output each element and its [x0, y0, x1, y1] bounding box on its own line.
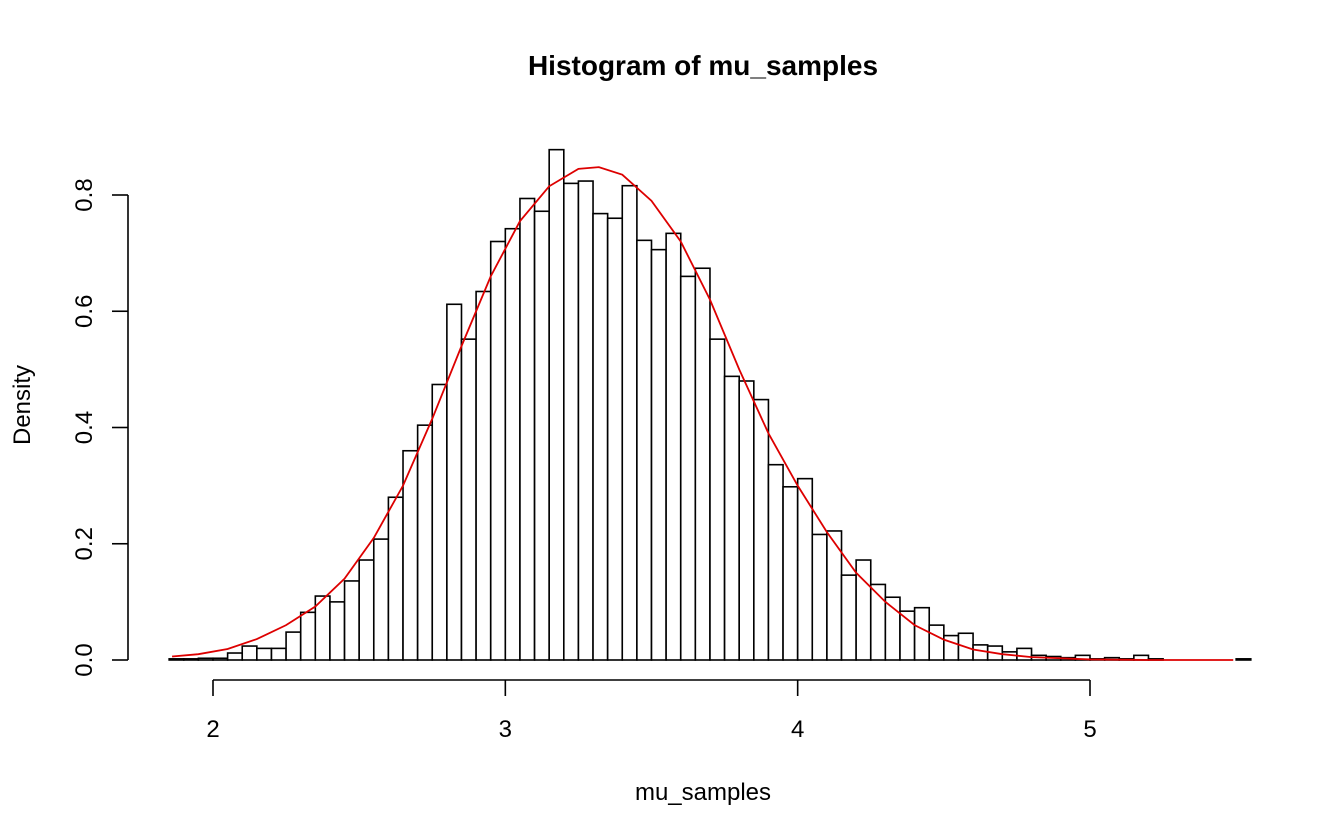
histogram-bar	[168, 658, 185, 661]
histogram-bar	[621, 184, 638, 661]
histogram-bar	[431, 383, 448, 661]
histogram-bar	[285, 631, 302, 661]
histogram-bar	[226, 652, 244, 661]
histogram-bar	[1235, 658, 1252, 661]
histogram-bar	[212, 657, 229, 661]
histogram-bars	[168, 148, 1252, 661]
x-tick-label: 2	[206, 716, 219, 743]
x-tick-label: 5	[1083, 716, 1096, 743]
histogram-bar	[840, 574, 857, 661]
chart-title: Histogram of mu_samples	[528, 50, 878, 81]
histogram-bar	[446, 303, 463, 661]
histogram-bar	[358, 559, 375, 661]
histogram-bar	[782, 485, 799, 661]
y-tick-label: 0.0	[71, 643, 98, 676]
histogram-bar	[577, 180, 594, 661]
histogram-bar	[489, 240, 507, 661]
histogram-bar	[753, 398, 770, 661]
y-tick-label: 0.2	[71, 527, 98, 560]
histogram-bar	[636, 239, 653, 661]
histogram-bar	[256, 647, 273, 661]
histogram-bar	[928, 624, 945, 661]
histogram-bar	[972, 644, 989, 661]
y-tick-label: 0.4	[71, 411, 98, 444]
x-axis: 2 3 4 5	[206, 679, 1097, 743]
histogram-bar	[504, 227, 521, 661]
histogram-bar	[197, 657, 214, 661]
histogram-bar	[475, 290, 492, 661]
histogram-bar	[460, 338, 477, 661]
y-axis: 0.0 0.2 0.4 0.6 0.8	[71, 178, 129, 677]
histogram-bar	[562, 182, 580, 661]
histogram-bar	[519, 197, 536, 661]
histogram-bar	[372, 538, 390, 661]
histogram-bar	[270, 647, 287, 661]
y-tick-label: 0.6	[71, 295, 98, 328]
x-axis-label: mu_samples	[635, 779, 771, 806]
histogram-bar	[913, 606, 931, 661]
histogram-bar	[182, 658, 200, 661]
histogram-bar	[299, 611, 317, 661]
histogram-bar	[943, 634, 960, 661]
histogram-bar	[679, 275, 697, 661]
histogram-bar	[811, 533, 828, 661]
histogram-bar	[709, 338, 726, 661]
histogram-bar	[329, 601, 346, 661]
x-tick-label: 3	[499, 716, 512, 743]
density-curve-layer	[171, 166, 1234, 661]
histogram-bar	[592, 212, 609, 661]
histogram-bar	[533, 210, 550, 661]
histogram-bar	[606, 217, 624, 661]
histogram-bar	[548, 148, 565, 661]
histogram-bar	[694, 267, 711, 661]
histogram-bar	[723, 375, 741, 661]
density-curve	[171, 166, 1234, 661]
histogram-bar	[650, 248, 667, 661]
x-tick-label: 4	[791, 716, 804, 743]
histogram-bar	[665, 232, 682, 661]
histogram-bar	[738, 380, 755, 661]
histogram-bar	[767, 463, 784, 661]
histogram-bar	[387, 496, 404, 661]
histogram-bar	[343, 580, 360, 661]
histogram-bar	[241, 645, 258, 661]
y-axis-label: Density	[9, 365, 36, 445]
y-tick-label: 0.8	[71, 178, 98, 211]
histogram-bar	[416, 424, 434, 661]
histogram-bar	[1016, 647, 1033, 661]
